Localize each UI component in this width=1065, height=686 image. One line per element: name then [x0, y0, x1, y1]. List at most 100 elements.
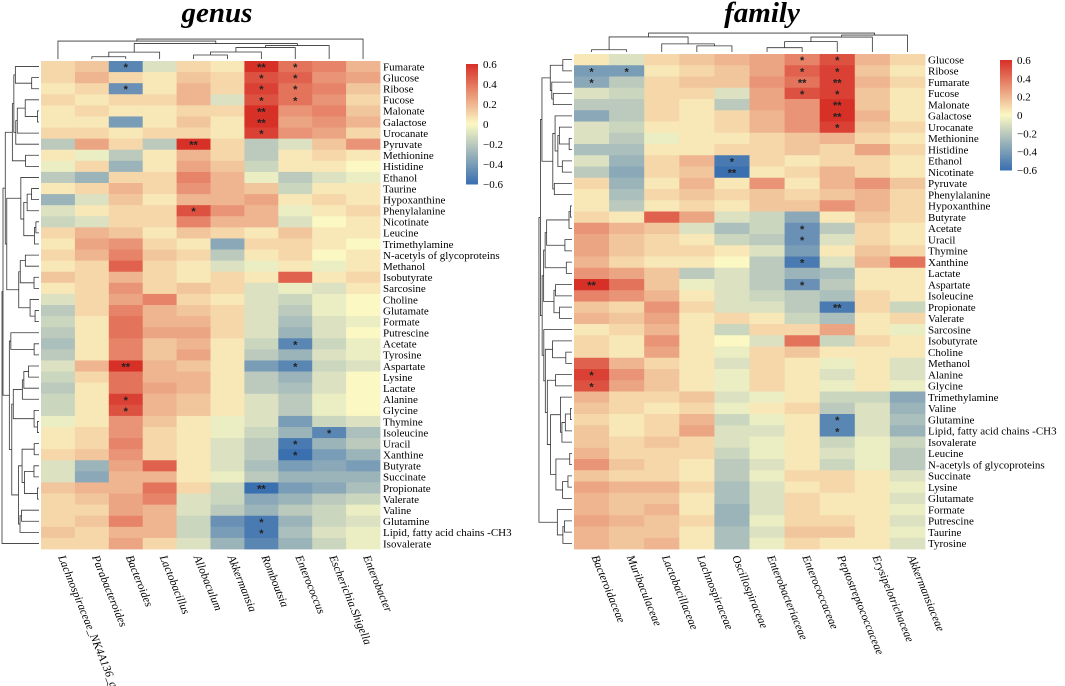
significance-mark: * [835, 89, 840, 101]
column-label: Romboutsia [258, 553, 290, 610]
dendrogram-branch [26, 193, 39, 212]
heatmap-cell [244, 72, 279, 84]
dendrogram-branch [34, 310, 39, 323]
heatmap-cell [142, 449, 177, 461]
heatmap-cell [176, 249, 211, 262]
significance-mark: * [259, 528, 264, 540]
heatmap-cell [749, 132, 785, 145]
dendrogram-branch [136, 38, 364, 59]
color-bar-step [466, 152, 478, 155]
heatmap-cell [854, 515, 891, 527]
heatmap-cell [108, 316, 144, 328]
heatmap-cell [108, 249, 144, 262]
heatmap-cell [278, 260, 313, 273]
heatmap-cell [41, 537, 76, 550]
heatmap-cell [679, 414, 715, 426]
heatmap-cell [609, 76, 645, 89]
heatmap-cell [679, 357, 715, 370]
heatmap-cell [644, 267, 680, 280]
row-label: Butyrate [383, 461, 421, 473]
significance-mark: * [191, 206, 196, 218]
heatmap-cell [41, 471, 76, 483]
heatmap-cell [609, 279, 645, 291]
color-bar-step [1000, 78, 1012, 81]
heatmap-cell [210, 127, 245, 140]
heatmap-cell [889, 312, 926, 325]
heatmap-cell [644, 459, 680, 471]
heatmap-cell [714, 132, 750, 145]
dendrogram-branch [19, 515, 39, 533]
heatmap-cell [108, 471, 144, 483]
heatmap-cell [749, 380, 785, 392]
heatmap-cell [784, 54, 821, 66]
heatmap-cell [889, 144, 926, 156]
heatmap-cell [819, 481, 856, 494]
heatmap-cell [278, 404, 313, 417]
heatmap-cell [609, 166, 645, 179]
heatmap-cell [346, 238, 381, 250]
heatmap-cell [574, 470, 610, 482]
dendrogram-branch [33, 465, 39, 478]
color-bar-step [1000, 94, 1012, 98]
dendrogram-branch [552, 340, 572, 359]
heatmap-cell [609, 459, 645, 471]
heatmap-cell [854, 290, 891, 302]
color-bar-step [1000, 104, 1012, 107]
heatmap-cell [714, 470, 750, 482]
heatmap-cell [142, 360, 177, 372]
heatmap-cell [312, 160, 347, 173]
heatmap-cell [142, 482, 177, 494]
heatmap-cell [644, 369, 680, 381]
heatmap-cell [142, 72, 177, 84]
heatmap-cell [312, 249, 347, 262]
heatmap-cell [574, 492, 610, 505]
heatmap-cell [854, 54, 891, 66]
heatmap-cell [714, 537, 750, 550]
heatmap-cell [278, 460, 313, 472]
heatmap-cell [244, 194, 279, 206]
significance-mark: * [730, 156, 735, 168]
color-bar-step [1000, 160, 1012, 164]
heatmap-cell [609, 256, 645, 269]
heatmap-cell [312, 183, 347, 195]
heatmap-cell [854, 470, 891, 482]
heatmap-cell [679, 335, 715, 347]
heatmap-cell [346, 171, 381, 184]
heatmap-cell [644, 279, 680, 291]
heatmap-cell [312, 260, 347, 273]
color-bar-step [1000, 98, 1012, 101]
row-label: Choline [383, 294, 418, 306]
heatmap-cell [244, 138, 279, 151]
significance-mark: * [124, 84, 129, 96]
color-bar-step [466, 104, 478, 107]
row-label: Hypoxanthine [383, 194, 445, 206]
significance-mark: * [589, 78, 594, 90]
heatmap-cell [176, 72, 211, 84]
heatmap-cell [74, 371, 110, 384]
row-label: Valerate [383, 494, 419, 506]
dendrogram-branch [4, 131, 13, 245]
heatmap-cell [749, 504, 785, 516]
heatmap-cell [784, 301, 821, 314]
heatmap-cell [784, 110, 821, 122]
heatmap-cell [749, 526, 785, 539]
heatmap-cell [142, 316, 177, 328]
heatmap-cell [749, 357, 785, 370]
color-bar-step [1000, 153, 1012, 156]
heatmap-cell [41, 282, 76, 295]
heatmap-cell [142, 205, 177, 217]
heatmap-cell [210, 282, 245, 295]
dendrogram-branch [31, 188, 39, 201]
row-label: Lactate [928, 268, 960, 280]
heatmap-cell [819, 155, 856, 167]
dendrogram-branch [560, 396, 572, 433]
heatmap-cell [41, 171, 76, 184]
significance-mark: * [625, 66, 630, 78]
heatmap-cell [609, 481, 645, 494]
color-bar-step [466, 180, 478, 183]
heatmap-cell [784, 312, 821, 325]
heatmap-cell [74, 293, 110, 306]
significance-mark: ** [257, 484, 266, 496]
heatmap-cell [142, 471, 177, 483]
column-label: Parabacteroides [89, 553, 129, 630]
